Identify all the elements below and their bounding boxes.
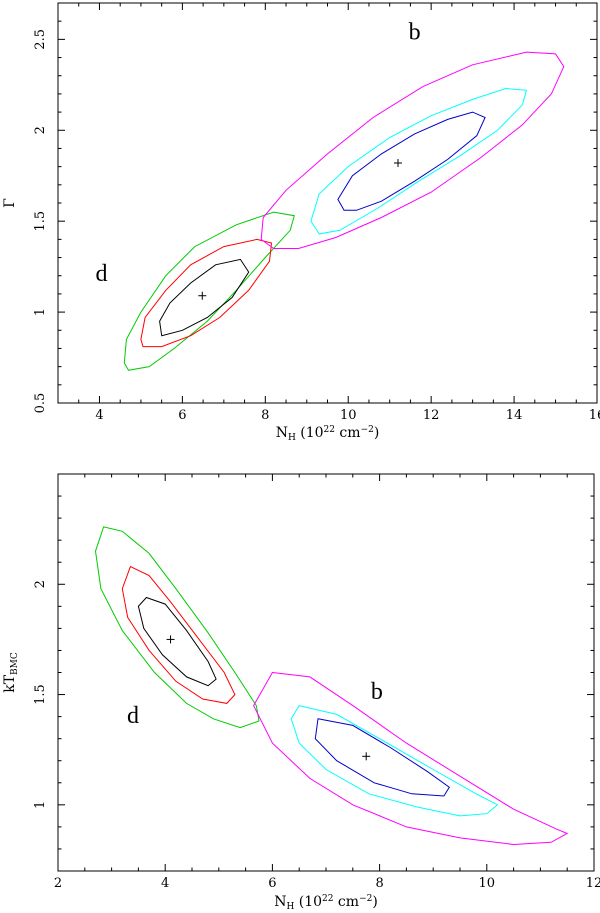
x-tick-label: 10 bbox=[340, 408, 357, 423]
x-tick-label: 6 bbox=[178, 408, 186, 423]
y-tick-label: 2 bbox=[33, 126, 48, 134]
x-tick-label: 6 bbox=[268, 876, 276, 891]
y-tick-label: 2.5 bbox=[33, 29, 48, 50]
y-tick-label: 1 bbox=[33, 308, 48, 316]
contour-b bbox=[290, 705, 499, 817]
x-tick-label: 12 bbox=[586, 876, 600, 891]
region-label-b: b bbox=[409, 19, 421, 45]
x-tick-label: 10 bbox=[479, 876, 496, 891]
contour-d bbox=[137, 596, 217, 687]
x-axis-title: NH (1022 cm−2) bbox=[276, 425, 380, 443]
contour-d bbox=[159, 258, 250, 337]
contour-b bbox=[337, 111, 486, 211]
x-tick-label: 4 bbox=[161, 876, 169, 891]
contour-d bbox=[121, 565, 236, 704]
contour-b bbox=[310, 87, 528, 235]
x-tick-label: 8 bbox=[261, 408, 269, 423]
bottom-panel: 2 4 6 8 10 12 1 1.5 2 b d NH (1022 cm−2) kTBMC bbox=[2, 473, 600, 912]
region-label-b: b bbox=[371, 679, 383, 705]
y-axis-title: kTBMC bbox=[2, 652, 20, 693]
top-panel: 4 6 8 10 12 14 16 0.5 1 1.5 2 2.5 b d NH (1022 cm−2) Γ bbox=[2, 2, 600, 443]
x-axis-title: NH (1022 cm−2) bbox=[274, 894, 378, 912]
x-tick-label: 4 bbox=[95, 408, 103, 423]
y-tick-label: 1.5 bbox=[33, 211, 48, 232]
plot-frame bbox=[57, 473, 595, 872]
contour-d bbox=[94, 526, 260, 729]
y-tick-label: 1.5 bbox=[33, 684, 48, 705]
x-tick-label: 2 bbox=[54, 876, 62, 891]
y-axis-title: Γ bbox=[2, 198, 18, 208]
contour-b bbox=[260, 51, 565, 249]
x-tick-label: 16 bbox=[589, 408, 600, 423]
x-tick-label: 12 bbox=[423, 408, 440, 423]
y-tick-label: 2 bbox=[33, 580, 48, 588]
region-label-d: d bbox=[127, 703, 139, 729]
y-tick-label: 0.5 bbox=[33, 393, 48, 414]
y-tick-label: 1 bbox=[33, 801, 48, 809]
contour-b bbox=[314, 718, 450, 797]
x-tick-label: 8 bbox=[375, 876, 383, 891]
contour-b bbox=[253, 671, 569, 846]
contour-d bbox=[123, 211, 295, 371]
x-tick-label: 14 bbox=[506, 408, 523, 423]
plot-frame bbox=[57, 2, 598, 404]
region-label-d: d bbox=[96, 261, 108, 287]
